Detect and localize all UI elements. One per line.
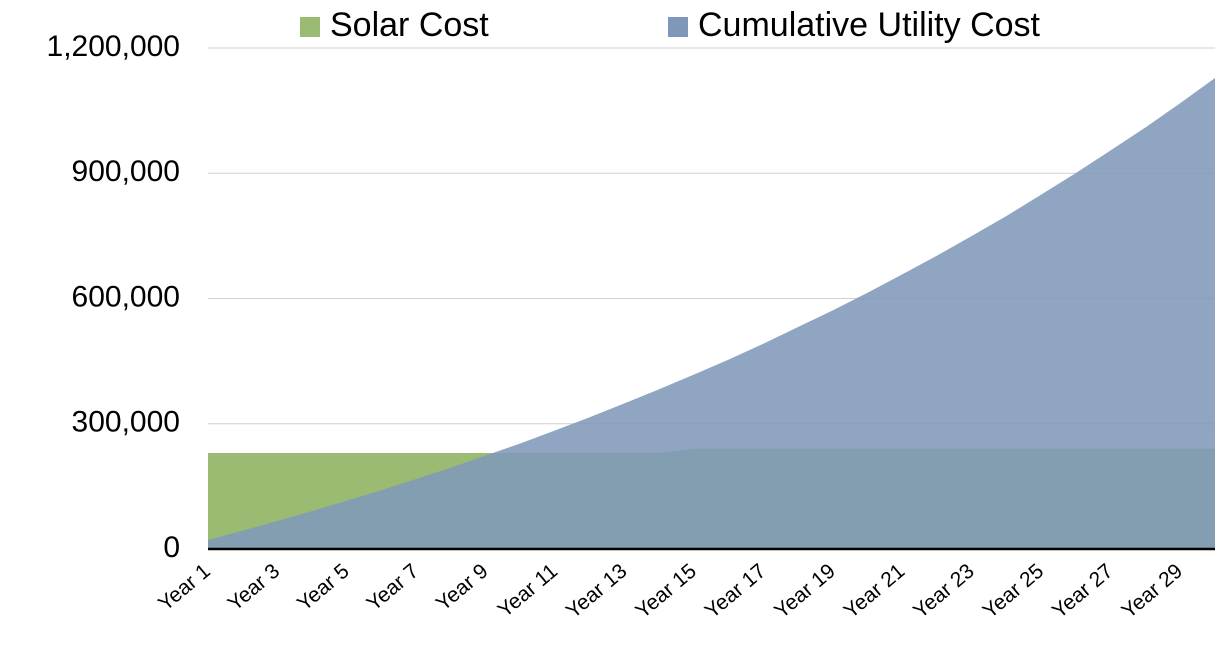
x-tick-label: Year 1 [154,559,215,615]
x-tick-label: Year 23 [909,559,979,623]
y-tick-label: 900,000 [72,155,180,188]
y-tick-label: 600,000 [72,280,180,313]
legend-label: Cumulative Utility Cost [698,6,1041,44]
y-tick-label: 0 [163,531,180,564]
area [208,78,1215,549]
x-tick-label: Year 19 [770,559,840,623]
x-tick-label: Year 7 [362,559,423,615]
x-tick-label: Year 29 [1117,559,1187,623]
legend-swatch [300,17,320,37]
x-tick-label: Year 9 [432,559,493,615]
x-tick-label: Year 15 [631,559,701,623]
x-tick-label: Year 27 [1048,559,1118,623]
y-tick-label: 1,200,000 [47,30,180,63]
x-tick-label: Year 13 [562,559,632,623]
x-tick-label: Year 17 [701,559,771,623]
legend-swatch [668,17,688,37]
x-tick-label: Year 25 [979,559,1049,623]
x-tick-label: Year 11 [494,559,562,622]
x-tick-label: Year 21 [840,559,910,623]
y-tick-label: 300,000 [72,406,180,439]
legend-label: Solar Cost [330,6,489,44]
x-tick-label: Year 5 [293,559,354,615]
x-tick-label: Year 3 [224,559,285,615]
